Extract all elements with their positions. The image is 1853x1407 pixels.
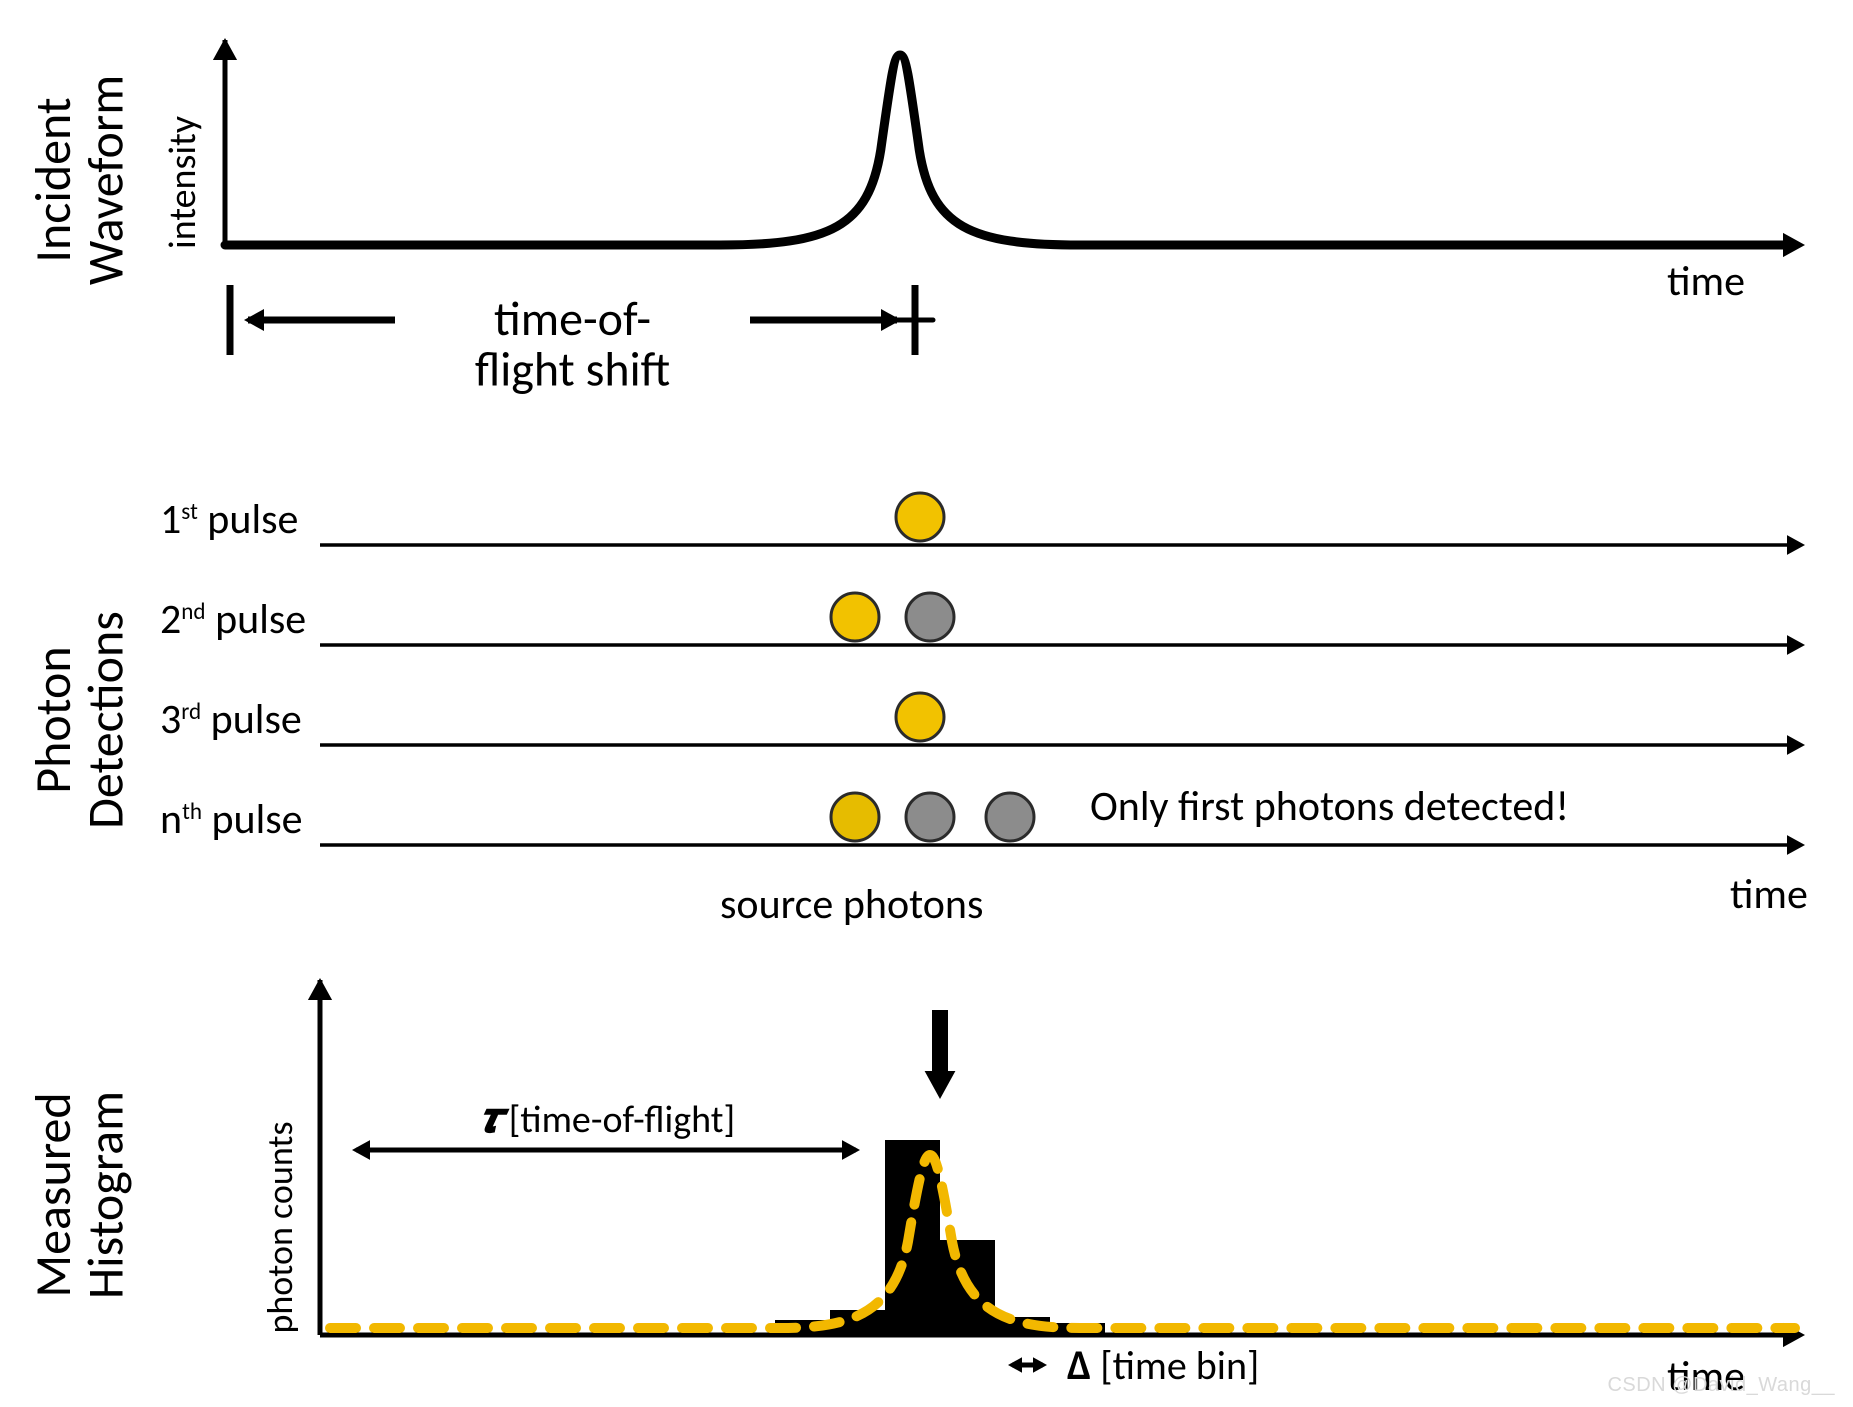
pulse-label: 2nd pulse [160,594,306,645]
source-photons-label: source photons [720,879,983,930]
pulse-label: 1st pulse [160,494,298,545]
photon-dot [906,793,954,841]
pulse-label: 3rd pulse [160,694,302,745]
watermark: CSDN @David_Wang__ [1607,1374,1835,1397]
section-label: MeasuredHistogram [23,1091,137,1299]
panel1-y-label: intensity [160,116,206,249]
dashed-fit-curve [330,1155,1795,1328]
incident-pulse [225,55,1785,245]
photon-dot [831,793,879,841]
section-label: PhotonDetections [23,611,137,829]
tau-label: 𝝉 [time-of-flight] [477,1093,735,1144]
tof-shift-label: time-of-flight shift [475,289,670,398]
first-photon-note: Only first photons detected! [1090,781,1569,832]
photon-dot [906,593,954,641]
delta-label: Δ [time bin] [1067,1340,1259,1391]
section-label: IncidentWaveform [23,75,137,285]
pulse-label: nth pulse [160,794,303,845]
svg-text:PhotonDetections: PhotonDetections [23,611,137,829]
photon-dot [831,593,879,641]
photon-dot [896,693,944,741]
svg-text:MeasuredHistogram: MeasuredHistogram [23,1091,137,1299]
panel1-x-label: time [1667,256,1745,307]
panel3-y-label: photon counts [258,1121,302,1333]
photon-dot [896,493,944,541]
svg-text:IncidentWaveform: IncidentWaveform [23,75,137,285]
panel2-time-label: time [1730,869,1808,920]
photon-dot [986,793,1034,841]
